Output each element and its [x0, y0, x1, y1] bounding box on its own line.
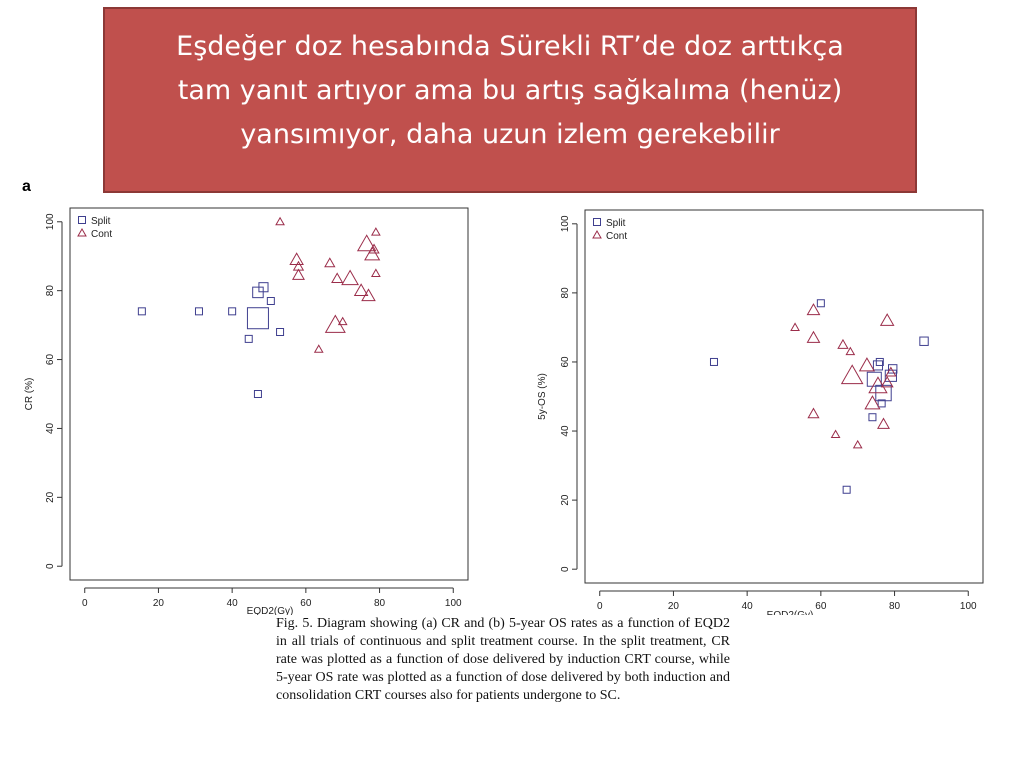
- data-point-cont: [291, 268, 305, 280]
- x-tick-label: 100: [960, 601, 977, 612]
- y-tick-label: 0: [560, 566, 571, 572]
- data-point-split: [709, 357, 718, 366]
- x-tick-label: 0: [597, 601, 603, 612]
- legend-marker-cont: [592, 229, 602, 239]
- data-point-split: [252, 286, 264, 299]
- x-tick-label: 80: [889, 601, 901, 612]
- slide-title-line-2: tam yanıt artıyor ama bu artış sağkalıma…: [177, 75, 843, 106]
- y-tick-label: 60: [45, 354, 56, 366]
- data-point-cont: [289, 252, 304, 265]
- data-point-cont: [864, 395, 881, 410]
- y-axis-title: 5y-OS (%): [537, 373, 548, 420]
- y-tick-label: 100: [45, 213, 56, 230]
- x-axis-title: EQD2(Gy): [767, 610, 814, 615]
- y-axis-title: CR (%): [24, 378, 35, 411]
- x-tick-label: 60: [300, 598, 312, 609]
- data-point-split: [258, 282, 269, 293]
- cr-scatter-chart: 0 20 40 60 80 100 0 20 40 60 80 100 EQD2(Gy) CR (%) Sp…: [24, 207, 469, 615]
- data-point-cont: [364, 246, 381, 261]
- data-point-cont: [845, 346, 856, 356]
- data-point-cont: [858, 357, 876, 372]
- plot-frame: [584, 209, 984, 584]
- data-point-split: [246, 307, 269, 330]
- legend-marker-split: [593, 218, 601, 226]
- data-point-split: [266, 297, 275, 305]
- x-tick-label: 20: [153, 598, 165, 609]
- y-tick-label: 80: [45, 285, 56, 297]
- x-tick-label: 40: [742, 601, 754, 612]
- data-point-cont: [370, 227, 381, 236]
- data-point-split: [877, 399, 886, 408]
- data-point-cont: [806, 303, 821, 316]
- y-tick-label: 100: [560, 215, 571, 232]
- figure-caption: Fig. 5. Diagram showing (a) CR and (b) 5…: [276, 616, 730, 703]
- data-point-split: [842, 485, 851, 494]
- data-point-cont: [880, 376, 894, 388]
- x-tick-label: 60: [815, 601, 827, 612]
- legend-marker-split: [78, 216, 86, 224]
- y-tick-label: 0: [45, 563, 56, 569]
- data-point-cont: [370, 268, 381, 277]
- data-point-cont: [852, 439, 863, 449]
- data-point-split: [228, 307, 237, 316]
- y-tick-label: 40: [560, 425, 571, 437]
- legend-label-cont: Cont: [606, 231, 627, 242]
- data-point-cont: [337, 316, 348, 326]
- data-point-split: [137, 307, 146, 316]
- data-point-cont: [313, 344, 324, 353]
- y-tick-label: 20: [560, 494, 571, 506]
- panel-label-a: a: [22, 178, 31, 195]
- slide-title-line-3: yansımıyor, daha uzun izlem gerekebilir: [240, 119, 780, 150]
- data-point-cont: [353, 283, 369, 296]
- data-point-cont: [790, 322, 800, 331]
- x-axis-title: EQD2(Gy): [247, 606, 294, 615]
- x-tick-label: 40: [227, 598, 239, 609]
- legend-label-cont: Cont: [91, 229, 112, 240]
- y-tick-label: 60: [560, 356, 571, 368]
- y-tick-label: 40: [45, 422, 56, 434]
- x-tick-label: 100: [445, 598, 462, 609]
- x-tick-label: 80: [374, 598, 386, 609]
- data-point-cont: [368, 243, 380, 254]
- data-point-split: [244, 334, 253, 343]
- data-point-cont: [324, 257, 336, 268]
- data-point-split: [875, 357, 884, 366]
- data-point-cont: [885, 366, 897, 377]
- data-point-cont: [830, 429, 841, 439]
- data-point-cont: [879, 313, 895, 326]
- data-point-split: [888, 364, 898, 374]
- legend-label-split: Split: [91, 216, 111, 227]
- data-point-split: [866, 371, 882, 387]
- legend-marker-cont: [77, 227, 87, 237]
- y-tick-label: 20: [45, 491, 56, 503]
- data-point-cont: [806, 330, 821, 343]
- data-point-split: [253, 390, 262, 398]
- data-point-cont: [275, 216, 285, 226]
- data-point-split: [276, 328, 285, 336]
- os-scatter-chart: 0 20 40 60 80 100 0 20 40 60 80 100 EQD2(Gy) 5y-OS (%…: [537, 209, 984, 615]
- slide-title-box: Eşdeğer doz hesabında Sürekli RT’de doz …: [103, 7, 917, 193]
- data-point-split: [816, 299, 825, 308]
- data-point-cont: [324, 314, 346, 333]
- slide-title-line-1: Eşdeğer doz hesabında Sürekli RT’de doz …: [176, 31, 844, 62]
- y-tick-label: 80: [560, 287, 571, 299]
- x-tick-label: 0: [82, 598, 88, 609]
- data-point-split: [884, 369, 897, 382]
- data-point-split: [194, 307, 203, 316]
- data-point-cont: [361, 288, 376, 302]
- x-tick-label: 20: [668, 601, 680, 612]
- data-point-cont: [356, 234, 377, 252]
- data-point-cont: [837, 338, 849, 349]
- data-point-cont: [341, 269, 359, 286]
- data-point-cont: [840, 364, 864, 385]
- data-point-split: [919, 336, 929, 346]
- plot-frame: [69, 207, 469, 581]
- legend-label-split: Split: [606, 218, 626, 229]
- data-point-cont: [331, 272, 344, 284]
- data-point-split: [868, 413, 877, 422]
- data-point-cont: [807, 407, 820, 419]
- data-point-cont: [877, 417, 890, 429]
